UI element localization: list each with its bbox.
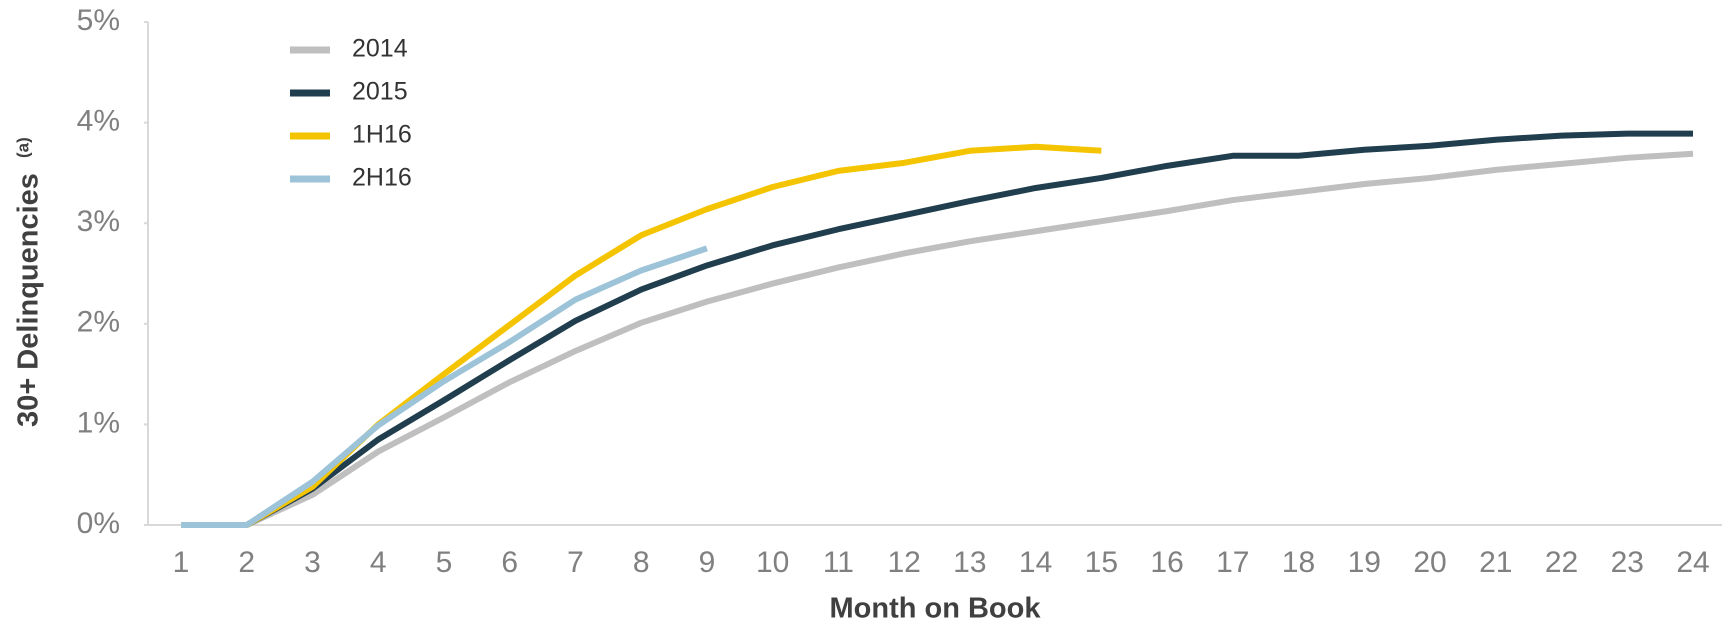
x-tick-label: 22 (1545, 546, 1578, 579)
legend-label: 2015 (352, 78, 408, 106)
x-tick-label: 18 (1282, 546, 1315, 579)
x-tick-label: 17 (1216, 546, 1249, 579)
y-axis-title: 30+ Delinquencies (13, 173, 45, 427)
x-tick-label: 14 (1019, 546, 1052, 579)
x-tick-label: 9 (699, 546, 716, 579)
x-tick-label: 23 (1611, 546, 1644, 579)
x-tick-label: 4 (370, 546, 387, 579)
x-tick-label: 20 (1413, 546, 1446, 579)
x-tick-label: 11 (823, 546, 854, 579)
x-tick-label: 15 (1085, 546, 1118, 579)
y-tick-label: 1% (77, 406, 120, 439)
legend-label: 1H16 (352, 121, 412, 149)
y-tick-label: 2% (77, 306, 120, 339)
series-line (181, 245, 708, 528)
x-tick-label: 13 (953, 546, 986, 579)
x-tick-label: 2 (238, 546, 255, 579)
y-tick-label: 0% (77, 507, 120, 540)
y-tick-label: 3% (77, 205, 120, 238)
series-line (181, 130, 1693, 528)
legend-label: 2H16 (352, 164, 412, 192)
x-tick-label: 10 (756, 546, 789, 579)
x-tick-label: 19 (1348, 546, 1381, 579)
x-tick-label: 5 (436, 546, 453, 579)
legend-label: 2014 (352, 35, 408, 63)
x-tick-label: 8 (633, 546, 650, 579)
x-tick-label: 16 (1150, 546, 1183, 579)
x-tick-label: 7 (567, 546, 584, 579)
x-tick-label: 21 (1479, 546, 1512, 579)
x-tick-label: 6 (501, 546, 518, 579)
y-tick-label: 5% (77, 4, 120, 37)
x-tick-label: 24 (1676, 546, 1709, 579)
x-tick-label: 1 (173, 546, 190, 579)
y-tick-label: 4% (77, 105, 120, 138)
x-axis-title: Month on Book (829, 593, 1041, 625)
y-axis-note: (a) (13, 137, 32, 158)
y-axis-title-group: 30+ Delinquencies (a) (13, 137, 45, 427)
x-tick-label: 12 (887, 546, 920, 579)
x-tick-label: 3 (304, 546, 321, 579)
series-line (181, 150, 1694, 528)
